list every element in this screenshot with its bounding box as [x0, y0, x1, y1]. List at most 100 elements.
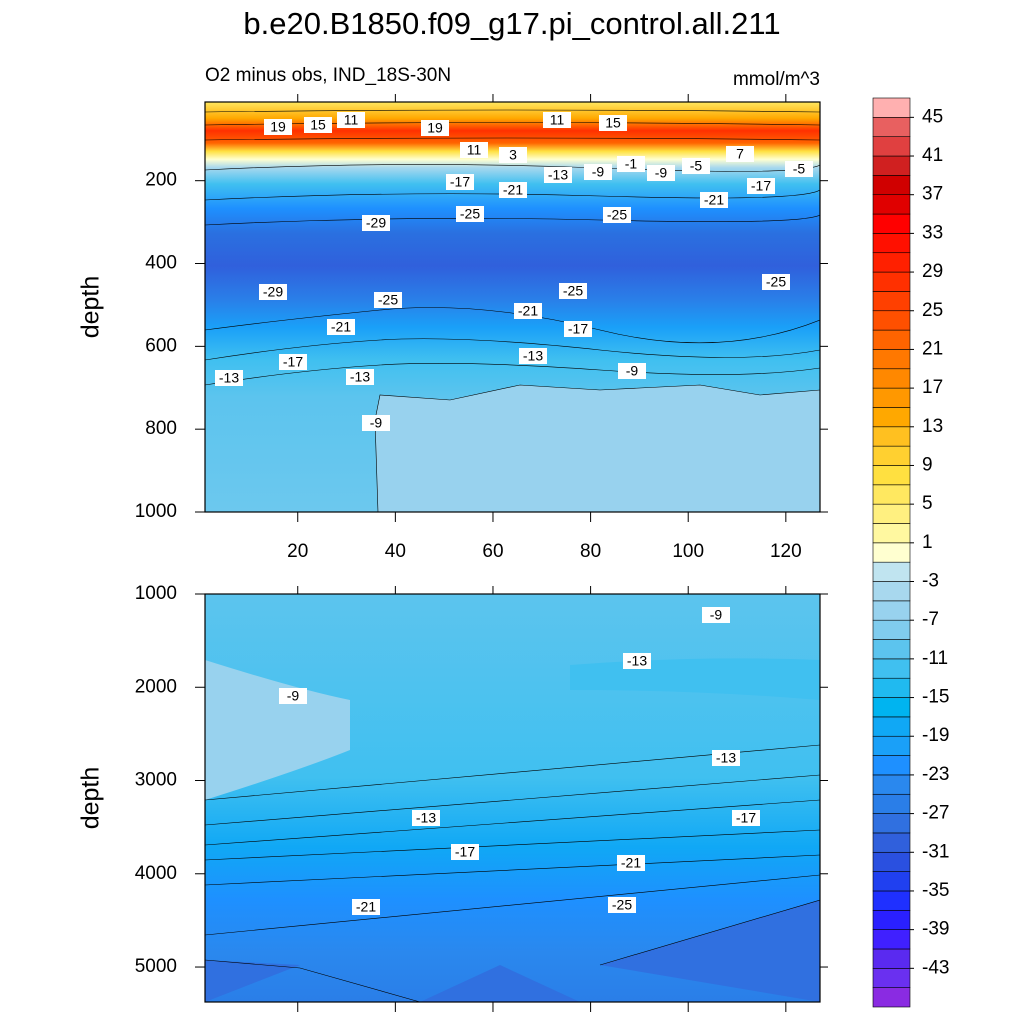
contour-label-box [215, 370, 243, 386]
contour-label: 11 [543, 112, 571, 128]
contour-label-text: -17 [736, 810, 756, 826]
contour-label-text: -21 [518, 303, 538, 319]
colorbar-box [872, 213, 911, 234]
contour-label-text: -25 [612, 897, 632, 913]
plot-frame [204, 593, 821, 1003]
y-tick-label: 1000 [135, 583, 177, 604]
colorbar-box [872, 291, 911, 312]
x-tick-label: 60 [482, 541, 503, 562]
colorbar-box [872, 445, 911, 466]
contour-label-text: 3 [509, 147, 517, 163]
x-tick-label: 20 [287, 541, 308, 562]
contour-label: -25 [762, 274, 790, 290]
colorbar-label: -31 [922, 841, 949, 862]
colorbar-box [872, 619, 911, 640]
contour-label: -29 [259, 284, 287, 300]
contour-label-text: -13 [548, 167, 568, 183]
contour-label-text: -9 [655, 165, 668, 181]
contour-label-box [374, 292, 402, 308]
colorbar-box [872, 755, 911, 776]
contour-label-text: -13 [627, 653, 647, 669]
contour-label-text: -17 [450, 174, 470, 190]
contour-label: 11 [460, 142, 488, 158]
contour-label: -17 [279, 354, 307, 370]
colorbar-box [872, 890, 911, 911]
contour-label: 15 [599, 115, 627, 131]
contour-label: -25 [456, 206, 484, 222]
contour-label-text: 11 [550, 112, 565, 128]
contour-label: 19 [264, 119, 292, 135]
contour-label-text: -13 [716, 750, 736, 766]
colorbar-box [872, 735, 911, 756]
x-tick-label: 100 [672, 541, 704, 562]
contour-label-box [446, 174, 474, 190]
colorbar-box [872, 387, 911, 408]
contour-label-box [264, 119, 292, 135]
contour-label-text: -13 [523, 348, 543, 364]
y-tick-label: 400 [145, 253, 177, 274]
x-tick-label: 40 [385, 541, 406, 562]
contour-label: -21 [700, 192, 728, 208]
contour-label-text: 7 [736, 146, 744, 162]
contour-label-box [584, 164, 612, 180]
x-tick-label: 120 [770, 541, 802, 562]
colorbar-box [872, 948, 911, 969]
colorbar-box [872, 329, 911, 350]
y-tick-label: 3000 [135, 770, 177, 791]
colorbar-box [872, 929, 911, 950]
contour-label-text: -21 [621, 855, 641, 871]
contour-label-text: 11 [467, 142, 482, 158]
colorbar-label: 21 [922, 338, 943, 359]
colorbar-box [872, 252, 911, 273]
contour-label: 19 [421, 120, 449, 136]
colorbar-label: 29 [922, 261, 943, 282]
y-tick-label: 4000 [135, 863, 177, 884]
contour-label-box [599, 115, 627, 131]
colorbar-box [872, 774, 911, 795]
contour-label-text: -9 [626, 363, 639, 379]
contour-label-box [279, 354, 307, 370]
contour-label-box [747, 178, 775, 194]
colorbar-box [872, 909, 911, 930]
contour-label-text: -17 [455, 844, 475, 860]
contour-label: -17 [564, 321, 592, 337]
contour-label-box [608, 897, 636, 913]
contour-label: -13 [412, 810, 440, 826]
contour-label-text: -9 [287, 688, 300, 704]
contour-label-text: -29 [366, 215, 386, 231]
contour-label-box [700, 192, 728, 208]
colorbar-box [872, 368, 911, 389]
contour-label-box [559, 283, 587, 299]
colorbar-label: -23 [922, 764, 949, 785]
contour-label-box [362, 415, 390, 431]
colorbar-box [872, 716, 911, 737]
contour-label-box [346, 369, 374, 385]
colorbar-label: 45 [922, 106, 943, 127]
contour-label-box [337, 112, 365, 128]
colorbar-label: -11 [922, 648, 948, 669]
contour-label: -25 [374, 292, 402, 308]
y-axis-label: depth [77, 767, 105, 830]
contour-label-box [451, 844, 479, 860]
title: b.e20.B1850.f09_g17.pi_control.all.211 [243, 6, 780, 41]
x-tick-label: 80 [580, 541, 601, 562]
units: mmol/m^3 [733, 69, 820, 90]
contour-label-box [603, 207, 631, 223]
contour-label-box [623, 653, 651, 669]
contour-label: -29 [362, 215, 390, 231]
contour-label-text: 19 [270, 119, 286, 135]
contour-label: -13 [346, 369, 374, 385]
contour-label: -9 [647, 165, 675, 181]
colorbar-box [872, 813, 911, 834]
contour-label-text: -9 [370, 415, 383, 431]
contour-label: -13 [544, 167, 572, 183]
contour-label-box [618, 363, 646, 379]
contour-label-box [499, 182, 527, 198]
colorbar-label: 1 [922, 532, 933, 553]
contour-label-text: -17 [568, 321, 588, 337]
y-tick-label: 600 [145, 335, 177, 356]
contour-label: -25 [559, 283, 587, 299]
contour-label: -25 [603, 207, 631, 223]
colorbar-box [872, 968, 911, 988]
colorbar-label: -19 [922, 725, 949, 746]
